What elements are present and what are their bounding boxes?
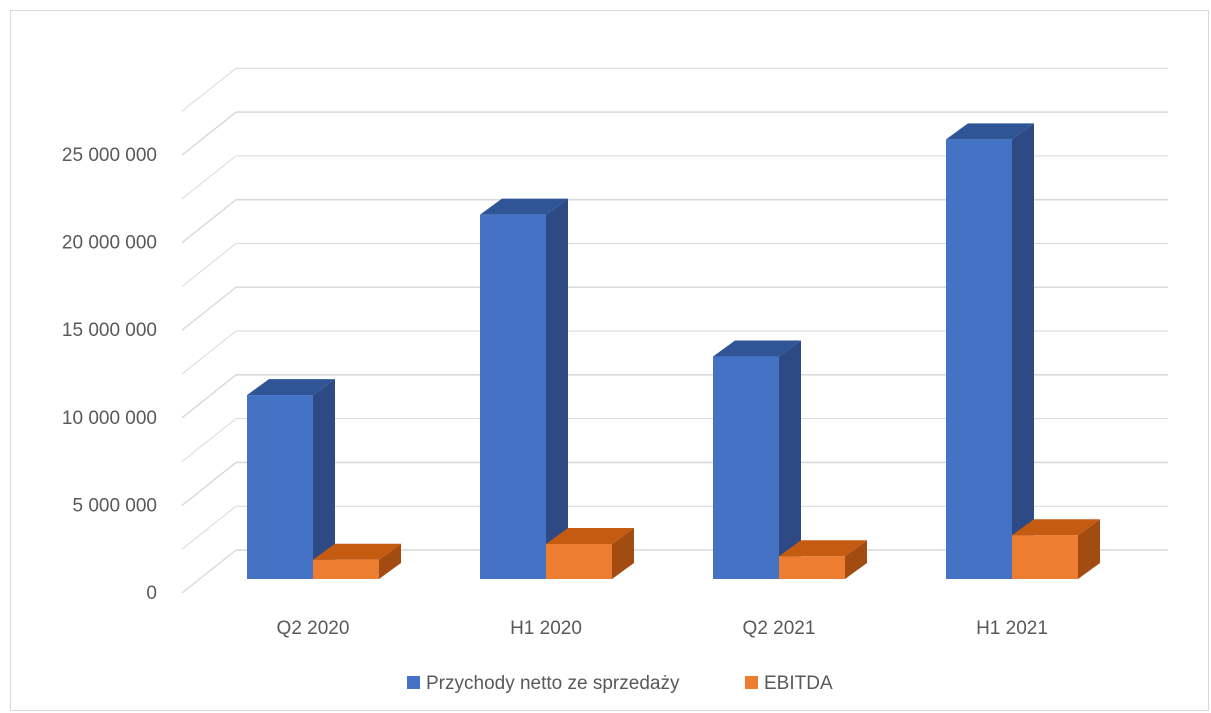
bars xyxy=(247,123,1100,580)
gridline-diagonal xyxy=(181,243,237,287)
bar-front xyxy=(546,543,612,579)
bar-side xyxy=(612,527,634,579)
legend-label: Przychody netto ze sprzedaży xyxy=(426,673,680,694)
bar-ebitda-0[interactable] xyxy=(313,543,401,579)
gridline-diagonal xyxy=(181,505,237,550)
bar-top xyxy=(247,379,335,396)
bar-ebitda-1[interactable] xyxy=(546,527,634,579)
bar-ebitda-3[interactable] xyxy=(1012,519,1100,579)
bar-side xyxy=(1078,519,1100,579)
bar-front xyxy=(1012,535,1078,579)
bar-przychody-1[interactable] xyxy=(480,198,568,579)
bar-side xyxy=(1012,123,1034,580)
gridline-diagonal xyxy=(181,549,237,594)
gridline-diagonal xyxy=(181,155,237,200)
gridline-diagonal xyxy=(181,330,237,375)
bar-front xyxy=(946,139,1012,580)
bar-przychody-0[interactable] xyxy=(247,379,335,579)
bar-side xyxy=(845,540,867,579)
x-tick-label: Q2 2020 xyxy=(277,618,350,639)
legend-item-przychody[interactable]: Przychody netto ze sprzedaży xyxy=(407,673,680,694)
y-tick-label: 5 000 000 xyxy=(72,495,157,516)
gridline-diagonal xyxy=(181,199,237,244)
legend-swatch xyxy=(745,676,758,689)
legend[interactable]: Przychody netto ze sprzedaży EBITDA xyxy=(407,673,833,694)
bar-top xyxy=(313,543,401,560)
y-tick-label: 15 000 000 xyxy=(62,320,157,341)
bar-front xyxy=(480,214,546,579)
x-tick-label: H1 2021 xyxy=(976,618,1048,639)
bar-top xyxy=(946,123,1034,140)
bar-przychody-2[interactable] xyxy=(713,340,801,579)
bar-front xyxy=(713,356,779,579)
x-tick-label: H1 2020 xyxy=(510,618,582,639)
legend-item-ebitda[interactable]: EBITDA xyxy=(745,673,833,694)
x-tick-label: Q2 2021 xyxy=(743,618,816,639)
gridline-diagonal xyxy=(181,374,237,419)
bar-front xyxy=(779,556,845,579)
legend-swatch xyxy=(407,676,420,689)
bar-side xyxy=(779,340,801,579)
bar-top xyxy=(480,198,568,215)
bar-top xyxy=(546,527,634,544)
gridline-diagonal xyxy=(181,418,237,463)
legend-label: EBITDA xyxy=(764,673,833,694)
bar-side xyxy=(546,198,568,579)
gridline-diagonal xyxy=(181,67,237,112)
bar-ebitda-2[interactable] xyxy=(779,540,867,579)
bar-top xyxy=(779,540,867,557)
bar-front xyxy=(313,559,379,579)
y-axis-ticks: 0 5 000 000 10 000 000 15 000 000 20 000 000… xyxy=(62,145,157,604)
gridline-diagonal xyxy=(181,111,237,156)
gridline-diagonal xyxy=(181,286,237,331)
bar-przychody-3[interactable] xyxy=(946,123,1034,580)
bar-side xyxy=(313,379,335,579)
bar-front xyxy=(247,395,313,579)
bar-top xyxy=(1012,519,1100,536)
y-tick-label: 0 xyxy=(146,583,157,604)
y-tick-label: 20 000 000 xyxy=(62,233,157,254)
x-axis-labels: Q2 2020 H1 2020 Q2 2021 H1 2021 xyxy=(277,618,1048,639)
y-tick-label: 10 000 000 xyxy=(62,408,157,429)
bar-side xyxy=(379,543,401,579)
bar-top xyxy=(713,340,801,357)
gridline-diagonal xyxy=(181,461,237,506)
y-tick-label: 25 000 000 xyxy=(62,145,157,166)
